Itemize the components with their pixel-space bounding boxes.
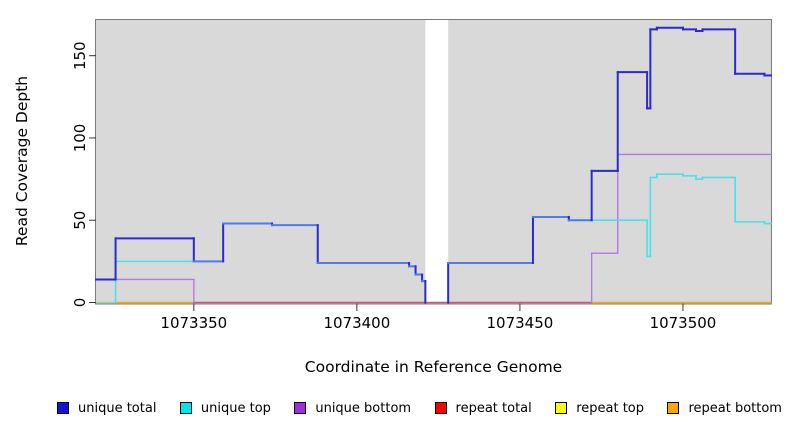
legend-swatch-icon: [179, 402, 192, 414]
y-axis-title: Read Coverage Depth: [13, 76, 31, 246]
legend-item-unique-top: unique top: [179, 400, 271, 416]
no-data-gap-band: [425, 13, 449, 303]
legend-label: unique total: [78, 400, 157, 416]
x-tick-label: 1073450: [487, 314, 554, 332]
x-tick-label: 1073400: [323, 314, 390, 332]
legend-label: unique top: [200, 400, 271, 416]
x-tick-label: 1073500: [650, 314, 717, 332]
x-axis-title: Coordinate in Reference Genome: [305, 358, 562, 376]
y-tick-label: 100: [71, 124, 89, 153]
x-tick-label: 1073350: [160, 314, 227, 332]
plot-box: [95, 19, 772, 305]
chart-legend: unique total unique top unique bottom repea…: [0, 394, 792, 422]
legend-item-repeat-bottom: repeat bottom: [667, 401, 782, 416]
legend-swatch-icon: [434, 402, 447, 414]
legend-label: repeat bottom: [688, 400, 782, 416]
legend-item-repeat-top: repeat top: [555, 401, 644, 416]
legend-item-unique-total: unique total: [57, 401, 156, 416]
legend-swatch-icon: [294, 402, 307, 414]
legend-item-unique-bottom: unique bottom: [294, 401, 411, 416]
legend-item-repeat-total: repeat total: [434, 400, 532, 416]
legend-swatch-icon: [57, 402, 69, 414]
legend-label: repeat top: [576, 400, 644, 416]
coverage-plot: 0 50 100 150 1073350 1073400 1073450 1073500 Rea…: [13, 13, 772, 376]
y-tick-label: 50: [71, 211, 89, 230]
legend-swatch-icon: [555, 402, 568, 414]
y-tick-label: 0: [71, 298, 89, 308]
legend-label: repeat total: [455, 400, 532, 416]
legend-label: unique bottom: [315, 400, 412, 416]
legend-swatch-icon: [667, 402, 680, 414]
y-tick-label: 150: [71, 41, 89, 70]
